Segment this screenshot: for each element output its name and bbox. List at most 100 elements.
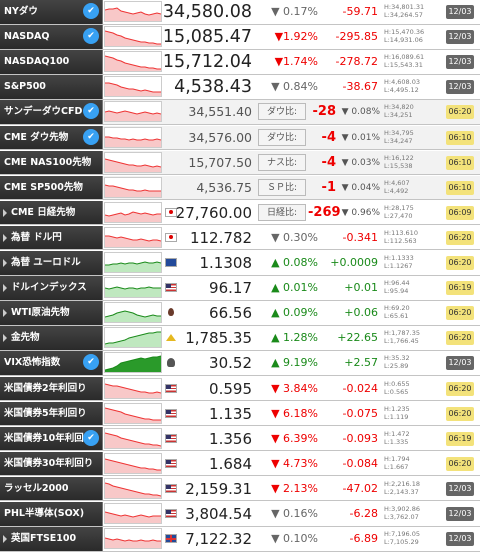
instrument-name[interactable]: CME SP500先物 <box>0 175 103 200</box>
instrument-name-label: CME 日経先物 <box>11 206 76 218</box>
quote-row[interactable]: S&P500 4,538.43 ▼ 0.84% -38.67 H:4,608.03 L:4… <box>0 75 480 100</box>
quote-row[interactable]: NASDAQ ✔ 15,085.47 ▼1.92% -295.85 H:15,470.36… <box>0 25 480 50</box>
compare-diff: -4 <box>321 129 336 145</box>
instrument-name[interactable]: CME NAS100先物 <box>0 150 103 175</box>
instrument-name[interactable]: 英国FTSE100 <box>0 527 103 551</box>
quote-row[interactable]: サンデーダウCFD ✔ 34,551.40 ダウ比: -28 ▼ 0.08% H:34,82… <box>0 100 480 125</box>
sparkline-area <box>105 111 161 122</box>
quote-row[interactable]: CME NAS100先物 15,707.50 ナス比: -4 ▼ 0.03% H:16,1… <box>0 150 480 176</box>
instrument-name[interactable]: NASDAQ ✔ <box>0 25 103 49</box>
quote-row[interactable]: 米国債券30年利回り 1.684 ▼ 4.73% -0.084 H:1.794 L:1.6… <box>0 451 480 477</box>
sparkline-chart[interactable] <box>104 252 162 273</box>
high-low-range: H:2,216.18 L:2,143.37 <box>384 480 442 496</box>
sparkline-chart[interactable] <box>104 226 162 248</box>
expand-arrow-icon[interactable] <box>3 233 7 242</box>
instrument-name[interactable]: NASDAQ100 <box>0 50 103 74</box>
sparkline-chart[interactable] <box>104 76 162 98</box>
instrument-name-label: NASDAQ <box>4 31 50 43</box>
sparkline-chart[interactable] <box>104 528 162 550</box>
sparkline-chart[interactable] <box>104 477 162 499</box>
sparkline-chart[interactable] <box>104 201 162 223</box>
instrument-name[interactable]: 金先物 <box>0 326 103 350</box>
quote-row[interactable]: 為替 ドル円 112.782 ▼ 0.30% -0.341 H:113.610 L:112… <box>0 225 480 251</box>
instrument-name[interactable]: VIX恐怖指数 ✔ <box>0 351 103 375</box>
quote-row[interactable]: CME SP500先物 4,536.75 ＳＰ比: -1 ▼ 0.04% H:4,607 L… <box>0 175 480 201</box>
quote-row[interactable]: ラッセル2000 2,159.31 ▼ 2.13% -47.02 H:2,216.18 L… <box>0 476 480 502</box>
change-value: -0.341 <box>342 230 378 244</box>
high-low-range: H:34,795 L:34,247 <box>384 129 442 145</box>
quote-row[interactable]: CME 日経先物 27,760.00 日経比: -269 ▼ 0.96% H:28,175… <box>0 200 480 226</box>
sparkline-line <box>105 383 161 393</box>
sparkline-chart[interactable] <box>104 176 162 198</box>
expand-arrow-icon[interactable] <box>3 309 7 318</box>
quote-row[interactable]: 為替 ユーロドル 1.1308 ▲ 0.08% +0.0009 H:1.1333 L:1.… <box>0 251 480 276</box>
quote-row[interactable]: VIX恐怖指数 ✔ 30.52 ▲ 9.19% +2.57 H:35.32 L:25.89 1… <box>0 351 480 376</box>
instrument-name[interactable]: 米国債券10年利回り ✔ <box>0 426 103 451</box>
expand-arrow-icon[interactable] <box>3 259 7 267</box>
sparkline-line <box>105 331 161 345</box>
twitter-bird-icon[interactable]: ✔ <box>83 429 99 446</box>
sparkline-chart[interactable] <box>104 402 162 424</box>
instrument-name[interactable]: WTI原油先物 <box>0 301 103 325</box>
quote-row[interactable]: 英国FTSE100 7,122.32 ▼ 0.10% -6.89 H:7,196.05 L… <box>0 527 480 552</box>
quote-row[interactable]: ドルインデックス 96.17 ▲ 0.01% +0.01 H:96.44 L:95.94 0… <box>0 276 480 301</box>
quote-row[interactable]: 米国債券10年利回り ✔ 1.356 ▼ 6.39% -0.093 H:1.472 L:1.… <box>0 426 480 452</box>
high-value: H:4,607 <box>384 178 410 187</box>
sparkline-chart[interactable] <box>104 151 162 173</box>
sparkline-chart[interactable] <box>104 352 162 374</box>
twitter-bird-icon[interactable]: ✔ <box>83 103 99 120</box>
expand-arrow-icon[interactable] <box>3 535 7 544</box>
sparkline-chart[interactable] <box>104 126 162 148</box>
instrument-name[interactable]: NYダウ ✔ <box>0 0 103 24</box>
high-value: H:69.20 <box>384 304 410 313</box>
instrument-name[interactable]: PHL半導体(SOX) <box>0 502 103 526</box>
compare-label: ＳＰ比: <box>258 178 306 196</box>
instrument-name[interactable]: 為替 ドル円 <box>0 225 103 250</box>
twitter-bird-icon[interactable]: ✔ <box>83 354 99 371</box>
price-value: 1,785.35 <box>185 329 252 348</box>
sparkline-chart[interactable] <box>104 452 162 474</box>
instrument-name[interactable]: 米国債券30年利回り <box>0 451 103 476</box>
quote-row[interactable]: NYダウ ✔ 34,580.08 ▼ 0.17% -59.71 H:34,801.31 L:… <box>0 0 480 25</box>
twitter-bird-icon[interactable]: ✔ <box>83 128 99 145</box>
sparkline-chart[interactable] <box>104 377 162 399</box>
sparkline-chart[interactable] <box>104 101 162 123</box>
instrument-name[interactable]: 米国債券5年利回り <box>0 401 103 426</box>
quote-row[interactable]: CME ダウ先物 ✔ 34,576.00 ダウ比: -4 ▼ 0.01% H:34,795 L… <box>0 125 480 150</box>
low-value: L:65.61 <box>384 312 409 321</box>
sparkline-chart[interactable] <box>104 26 162 48</box>
instrument-name[interactable]: CME 日経先物 <box>0 200 103 225</box>
sparkline-chart[interactable] <box>104 427 162 449</box>
expand-arrow-icon[interactable] <box>3 284 7 293</box>
change-value: +0.01 <box>344 281 378 295</box>
quote-row[interactable]: 米国債券2年利回り 0.595 ▼ 3.84% -0.024 H:0.655 L:0.56… <box>0 376 480 401</box>
quote-row[interactable]: PHL半導体(SOX) 3,804.54 ▼ 0.16% -6.28 H:3,902.8… <box>0 502 480 527</box>
expand-arrow-icon[interactable] <box>3 208 7 217</box>
instrument-name[interactable]: 為替 ユーロドル <box>0 251 103 275</box>
sparkline-svg <box>105 458 161 473</box>
instrument-name[interactable]: 米国債券2年利回り <box>0 376 103 400</box>
sparkline-chart[interactable] <box>104 277 162 299</box>
sparkline-chart[interactable] <box>104 302 162 324</box>
sparkline-svg <box>105 355 161 373</box>
quote-row[interactable]: NASDAQ100 15,712.04 ▼1.74% -278.72 H:16,089.… <box>0 50 480 75</box>
sparkline-area <box>105 332 161 348</box>
compare-percent: ▼ 0.96% <box>341 207 380 218</box>
sparkline-chart[interactable] <box>104 327 162 349</box>
sparkline-chart[interactable] <box>104 503 162 524</box>
change-percent: ▼1.92% <box>274 30 318 44</box>
sparkline-chart[interactable] <box>104 51 162 73</box>
instrument-name[interactable]: ドルインデックス <box>0 276 103 300</box>
instrument-name[interactable]: CME ダウ先物 ✔ <box>0 125 103 149</box>
instrument-name[interactable]: サンデーダウCFD ✔ <box>0 100 103 124</box>
sparkline-chart[interactable] <box>104 1 162 22</box>
quote-row[interactable]: WTI原油先物 66.56 ▲ 0.09% +0.06 H:69.20 L:65.61 06… <box>0 301 480 326</box>
quote-row[interactable]: 米国債券5年利回り 1.135 ▼ 6.18% -0.075 H:1.235 L:1.11… <box>0 401 480 427</box>
instrument-name[interactable]: ラッセル2000 <box>0 476 103 501</box>
twitter-bird-icon[interactable]: ✔ <box>83 3 99 19</box>
change-value: -295.85 <box>335 30 378 44</box>
instrument-name[interactable]: S&P500 <box>0 75 103 99</box>
quote-row[interactable]: 金先物 1,785.35 ▲ 1.28% +22.65 H:1,787.35 L:1,76… <box>0 326 480 351</box>
twitter-bird-icon[interactable]: ✔ <box>83 28 99 45</box>
expand-arrow-icon[interactable] <box>3 334 7 343</box>
